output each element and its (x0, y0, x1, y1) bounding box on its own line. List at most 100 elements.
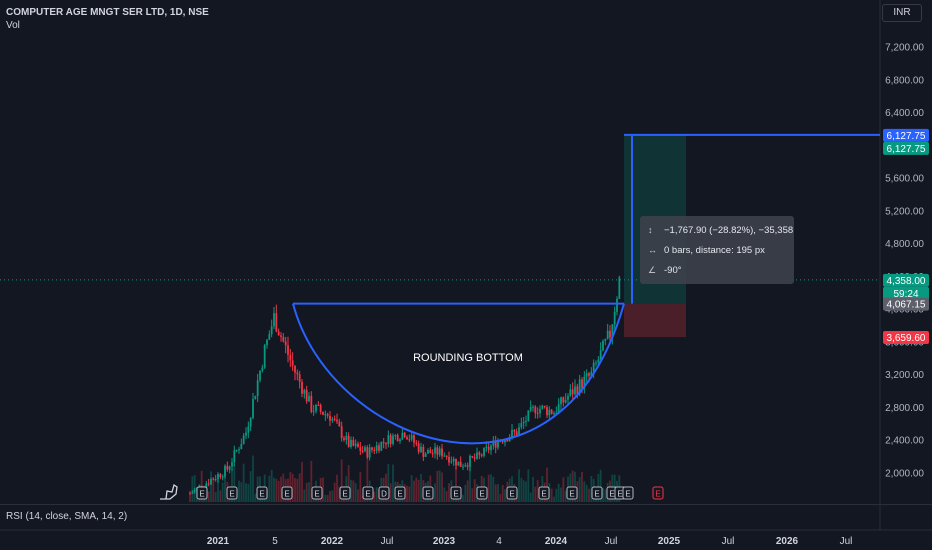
y-tick-label: 2,800.00 (885, 403, 924, 414)
earnings-marker-letter: E (594, 490, 599, 499)
candle-body (529, 407, 532, 411)
volume-bar (562, 477, 565, 502)
volume-bar (231, 468, 233, 502)
y-tick-label: 6,400.00 (885, 108, 924, 119)
pane-separator[interactable] (0, 504, 932, 505)
candle-body (501, 440, 504, 443)
earnings-marker-letter: E (625, 490, 630, 499)
volume-bar (296, 478, 299, 502)
volume-bar (555, 488, 558, 502)
candle-body (207, 483, 210, 485)
risk-zone (624, 303, 686, 338)
candle-body (445, 455, 448, 457)
volume-bar (581, 471, 583, 502)
candle-body (576, 386, 579, 395)
currency-button[interactable]: INR (882, 4, 922, 22)
candle-body (527, 410, 530, 422)
candle-body (597, 359, 600, 363)
symbol-title[interactable]: COMPUTER AGE MNGT SER LTD, 1D, NSE (6, 7, 209, 18)
earnings-marker-letter: E (425, 490, 430, 499)
volume-bar (534, 486, 537, 502)
volume-label[interactable]: Vol (6, 20, 20, 31)
rsi-indicator-label[interactable]: RSI (14, close, SMA, 14, 2) (6, 511, 128, 522)
volume-bar (238, 480, 240, 502)
price-badge-text: 6,127.75 (887, 131, 926, 142)
volume-bar (373, 491, 376, 502)
volume-bar (291, 473, 294, 502)
rounding-bottom-curve (292, 303, 625, 445)
volume-bar (455, 467, 457, 502)
candle-body (249, 417, 252, 427)
volume-bar (462, 494, 464, 502)
candle-body (359, 447, 362, 451)
x-tick-label: Jul (840, 536, 853, 547)
volume-bar (497, 484, 499, 502)
candle-body (371, 447, 373, 450)
volume-bar (553, 496, 555, 502)
volume-bar (242, 463, 245, 502)
candle-body (389, 435, 392, 444)
volume-bar (571, 470, 574, 502)
earnings-marker (422, 486, 434, 500)
earnings-marker (281, 486, 293, 500)
candle-body (515, 431, 518, 436)
candle-body (317, 405, 320, 407)
candle-body (212, 479, 215, 481)
earnings-marker (538, 486, 550, 500)
candle-body (303, 389, 306, 394)
candle-body (520, 423, 523, 428)
candle-body (224, 465, 226, 477)
candle-body (231, 462, 233, 467)
candle-body (616, 298, 618, 312)
candle-body (394, 434, 397, 436)
candle-body (555, 412, 558, 414)
candle-body (459, 461, 462, 467)
candle-body (352, 440, 355, 446)
volume-bar (410, 475, 413, 502)
candle-body (611, 324, 614, 338)
volume-bar (466, 480, 469, 502)
earnings-marker (256, 486, 268, 500)
candle-body (431, 453, 434, 455)
angle-text: -90° (664, 265, 682, 276)
volume-bar (200, 470, 203, 502)
volume-bar (604, 489, 607, 502)
x-tick-label: Jul (722, 536, 735, 547)
candle-body (494, 440, 497, 448)
volume-bar (210, 471, 212, 502)
price-badge-text: 4,067.15 (887, 300, 926, 311)
candle-body (469, 455, 471, 467)
earnings-marker-letter: E (541, 490, 546, 499)
earnings-marker-letter: E (314, 490, 319, 499)
candle-body (331, 418, 334, 421)
candle-body (221, 476, 224, 478)
angle-row: ∠ -90° (648, 263, 682, 277)
candle-body (518, 427, 520, 436)
candle-body (226, 465, 229, 470)
candle-body (245, 432, 247, 436)
volume-bar (193, 475, 196, 502)
price-badge (883, 331, 929, 345)
x-tick-label: Jul (381, 536, 394, 547)
volume-bar (207, 491, 210, 502)
earnings-marker-letter: E (509, 490, 514, 499)
candle-body (340, 426, 343, 439)
price-badge (883, 128, 929, 142)
volume-bar (308, 482, 310, 502)
candle-body (413, 435, 415, 443)
volume-bar (275, 479, 278, 502)
candle-body (387, 435, 390, 445)
candle-body (375, 445, 378, 451)
candle-body (480, 454, 483, 456)
volume-bar (189, 492, 191, 502)
candle-body (259, 370, 261, 381)
candle-body (322, 411, 324, 415)
candle-body (268, 334, 271, 340)
candle-body (287, 345, 289, 355)
candle-body (361, 450, 364, 452)
candle-body (504, 439, 506, 443)
volume-bar (406, 485, 408, 502)
candle-body (282, 336, 285, 342)
candle-body (455, 458, 457, 466)
earnings-marker (591, 486, 603, 500)
